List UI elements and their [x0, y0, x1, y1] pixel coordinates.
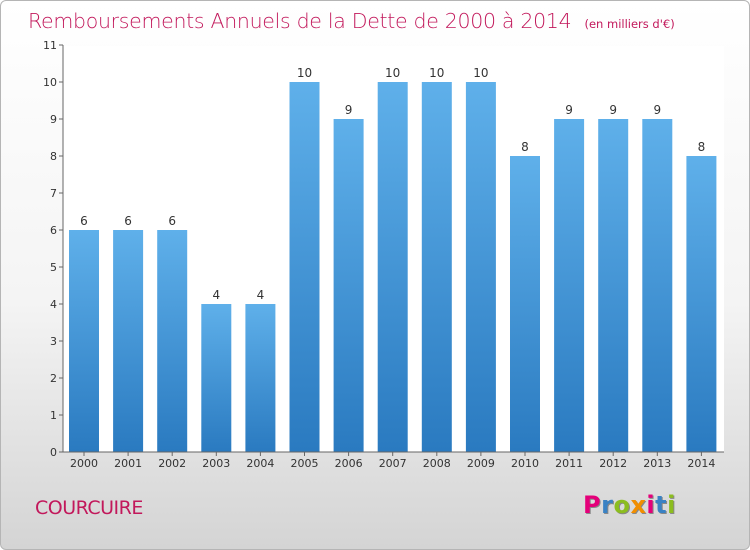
data-label-2014: 8 [698, 140, 706, 154]
data-label-2006: 9 [345, 103, 353, 117]
data-label-2007: 10 [385, 66, 400, 80]
data-label-2001: 6 [124, 214, 132, 228]
bars-layer: 6 6 6 4 4 10 9 10 10 10 8 9 9 9 8 [69, 66, 717, 452]
y-tick-label-2: 2 [50, 372, 57, 385]
bar-2009 [465, 82, 496, 452]
x-tick-label-2002: 2002 [158, 457, 186, 470]
bar-2007 [377, 82, 408, 452]
x-tick-label-2011: 2011 [555, 457, 583, 470]
bar-2014 [686, 156, 717, 452]
logo-letter: i [646, 491, 656, 519]
logo-letter: o [613, 491, 631, 519]
y-tick-label-0: 0 [50, 446, 57, 459]
data-label-2010: 8 [521, 140, 529, 154]
x-tick-label-2006: 2006 [335, 457, 363, 470]
logo-letter: r [601, 491, 614, 519]
x-tick-label-2013: 2013 [643, 457, 671, 470]
proxiti-logo: Proxiti [583, 491, 676, 519]
x-tick-label-2004: 2004 [246, 457, 274, 470]
x-tick-label-2007: 2007 [379, 457, 407, 470]
bar-2005 [289, 82, 320, 452]
logo-letter: x [630, 491, 647, 519]
logo-letter: i [667, 491, 676, 519]
data-label-2008: 10 [429, 66, 444, 80]
bar-2006 [333, 119, 364, 452]
y-tick-label-9: 9 [50, 113, 57, 126]
chart-title: Remboursements Annuels de la Dette de 20… [28, 9, 572, 33]
data-label-2003: 4 [212, 288, 220, 302]
data-label-2004: 4 [257, 288, 265, 302]
bar-2012 [598, 119, 629, 452]
chart-subtitle: (en milliers d'€) [584, 17, 675, 31]
data-label-2002: 6 [168, 214, 176, 228]
axes-layer: 2000 2001 2002 2003 2004 2005 2006 2007 2008 2009… [43, 39, 724, 470]
data-label-2000: 6 [80, 214, 88, 228]
bar-2010 [510, 156, 540, 452]
y-tick-label-10: 10 [43, 76, 57, 89]
x-tick-label-2008: 2008 [423, 457, 451, 470]
bar-2003 [201, 304, 232, 452]
x-tick-label-2001: 2001 [114, 457, 142, 470]
x-tick-label-2014: 2014 [687, 457, 715, 470]
y-tick-label-7: 7 [50, 187, 57, 200]
bar-2013 [642, 119, 673, 452]
y-tick-label-1: 1 [50, 409, 57, 422]
data-label-2005: 10 [297, 66, 312, 80]
y-tick-label-3: 3 [50, 335, 57, 348]
y-tick-label-5: 5 [50, 261, 57, 274]
x-tick-label-2005: 2005 [291, 457, 319, 470]
location-label: COURCUIRE [35, 497, 143, 519]
logo-letter: t [655, 491, 668, 519]
data-label-2012: 9 [609, 103, 617, 117]
data-label-2013: 9 [653, 103, 661, 117]
x-tick-label-2010: 2010 [511, 457, 539, 470]
logo-letter: P [583, 491, 602, 519]
y-tick-label-6: 6 [50, 224, 57, 237]
y-tick-label-8: 8 [50, 150, 57, 163]
y-tick-label-4: 4 [50, 298, 57, 311]
x-tick-label-2003: 2003 [202, 457, 230, 470]
bar-2008 [421, 82, 452, 452]
bar-2002 [157, 230, 188, 452]
bar-2004 [245, 304, 276, 452]
bar-2001 [113, 230, 144, 452]
x-tick-label-2009: 2009 [467, 457, 495, 470]
x-tick-label-2000: 2000 [70, 457, 98, 470]
bar-2000 [69, 230, 99, 452]
bar-2011 [554, 119, 585, 452]
data-label-2011: 9 [565, 103, 573, 117]
x-tick-label-2012: 2012 [599, 457, 627, 470]
title-row: Remboursements Annuels de la Dette de 20… [28, 9, 675, 33]
data-label-2009: 10 [473, 66, 488, 80]
y-tick-label-11: 11 [43, 39, 57, 52]
